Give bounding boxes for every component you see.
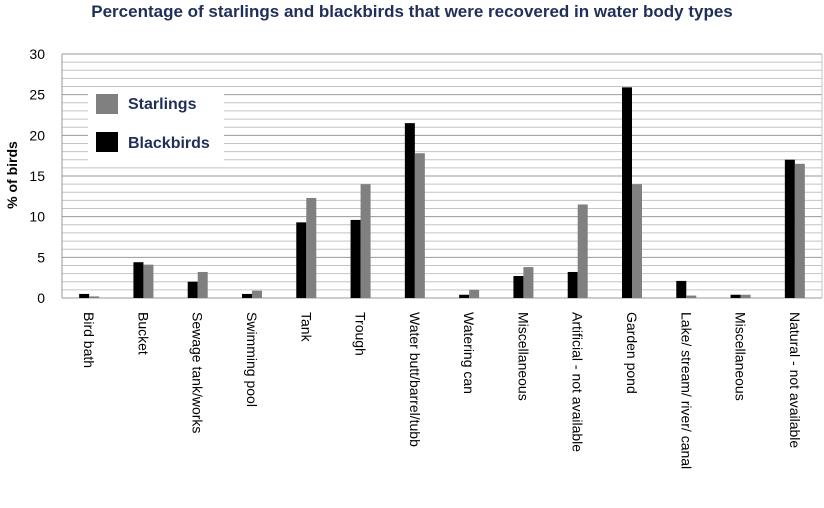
x-axis-labels: Bird bath Bucket Sewage tank/works Swimming… — [81, 312, 803, 469]
bar-blackbirds-9 — [567, 271, 578, 298]
bar-blackbirds-11 — [676, 280, 687, 298]
x-tick-label: Tank — [298, 312, 314, 343]
bar-starlings-12 — [740, 294, 751, 298]
bar-blackbirds-4 — [296, 222, 307, 298]
bar-starlings-4 — [306, 197, 317, 298]
bar-blackbirds-1 — [133, 262, 144, 298]
bar-starlings-5 — [360, 184, 371, 298]
x-tick-label: Water butt/barrel/tubb — [407, 312, 423, 447]
x-tick-label: Bird bath — [81, 312, 97, 368]
legend-swatch-starlings — [96, 94, 118, 114]
x-tick-label: Garden pond — [624, 312, 640, 394]
bar-blackbirds-8 — [513, 276, 524, 298]
legend-swatch-blackbirds — [96, 132, 118, 152]
bar-starlings-6 — [414, 153, 425, 298]
x-tick-label: Watering can — [461, 312, 477, 394]
y-tick-label: 10 — [29, 209, 45, 225]
bar-blackbirds-5 — [350, 219, 361, 298]
bar-blackbirds-13 — [784, 159, 795, 298]
bar-starlings-8 — [523, 267, 534, 298]
x-tick-label: Miscellaneous — [733, 312, 749, 401]
bar-blackbirds-12 — [730, 294, 741, 298]
x-tick-label: Natural - not available — [787, 312, 803, 448]
bar-blackbirds-6 — [404, 123, 415, 298]
y-tick-label: 20 — [29, 127, 45, 143]
y-tick-label: 25 — [29, 87, 45, 103]
bar-starlings-13 — [794, 163, 805, 298]
chart-title: Percentage of starlings and blackbirds t… — [91, 2, 733, 21]
bar-starlings-1 — [143, 264, 154, 298]
bar-blackbirds-3 — [242, 293, 252, 298]
bar-blackbirds-7 — [459, 294, 470, 298]
legend-label-blackbirds: Blackbirds — [128, 135, 210, 152]
x-tick-label: Swimming pool — [244, 312, 260, 407]
y-axis-label: % of birds — [4, 141, 20, 209]
y-tick-label: 5 — [37, 249, 45, 265]
legend: Starlings Blackbirds — [88, 87, 224, 163]
y-tick-label: 15 — [29, 168, 45, 184]
bar-blackbirds-0 — [79, 293, 90, 298]
x-tick-label: Artificial - not available — [570, 312, 586, 452]
bar-starlings-0 — [89, 296, 100, 298]
bar-blackbirds-10 — [622, 87, 632, 298]
bar-starlings-7 — [469, 289, 480, 298]
x-tick-label: Miscellaneous — [515, 312, 531, 401]
legend-label-starlings: Starlings — [128, 96, 197, 113]
x-tick-label: Lake/ stream/ river/ canal — [678, 312, 694, 469]
y-tick-label: 0 — [37, 290, 45, 306]
bar-starlings-11 — [686, 295, 697, 298]
bar-starlings-9 — [577, 204, 588, 298]
x-tick-label: Sewage tank/works — [190, 312, 206, 433]
x-tick-label: Bucket — [135, 312, 151, 355]
bars — [79, 87, 805, 298]
bar-starlings-10 — [632, 184, 642, 298]
y-tick-label: 30 — [29, 46, 45, 62]
bar-blackbirds-2 — [187, 281, 198, 298]
bar-starlings-2 — [197, 271, 208, 298]
y-axis: 0 5 10 15 20 25 30 — [29, 46, 45, 306]
bar-starlings-3 — [252, 290, 262, 298]
x-tick-label: Trough — [353, 312, 369, 356]
